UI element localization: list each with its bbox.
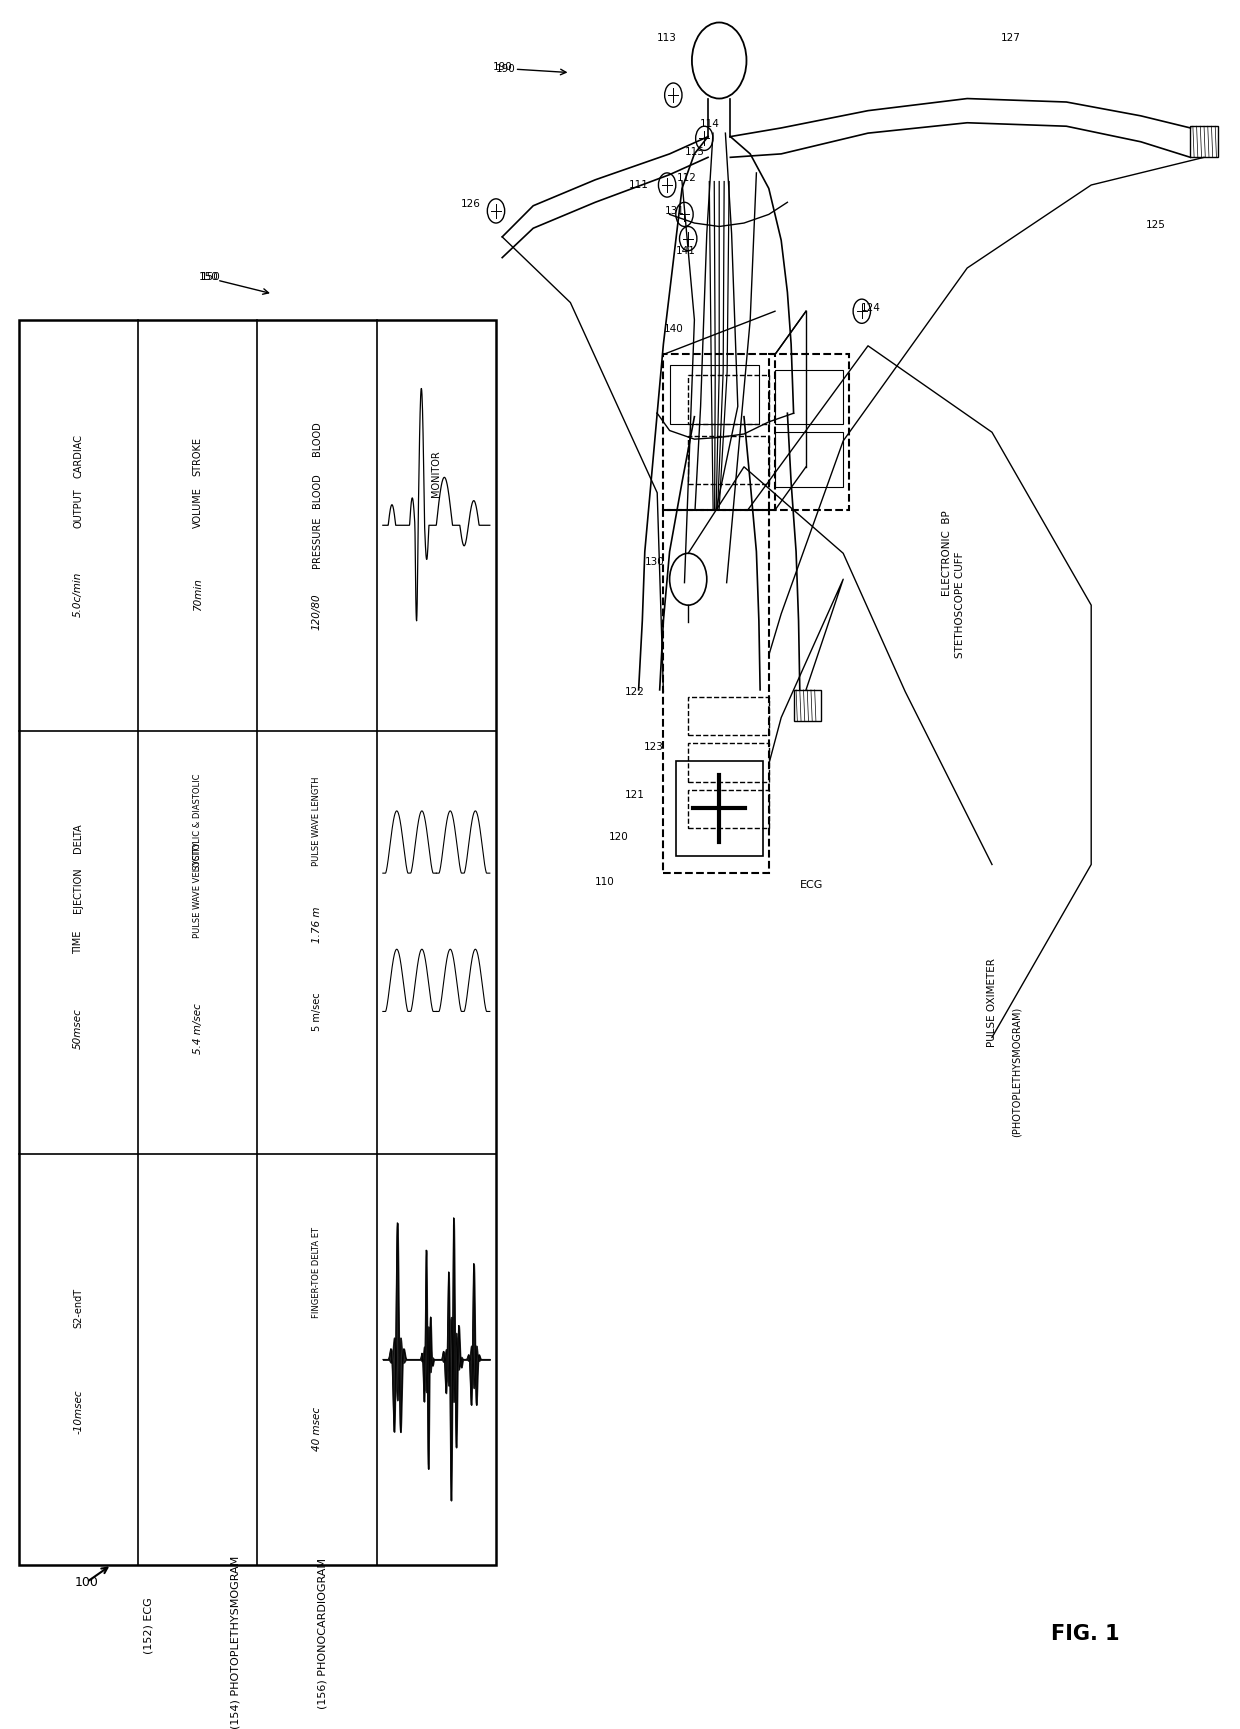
Text: (154) PHOTOPLETHYSMOGRAM: (154) PHOTOPLETHYSMOGRAM <box>231 1556 241 1729</box>
Text: EJECTION: EJECTION <box>73 868 83 913</box>
Text: 150: 150 <box>201 271 221 282</box>
Text: 150: 150 <box>198 271 218 282</box>
Text: PULSE OXIMETER: PULSE OXIMETER <box>987 958 997 1048</box>
Text: 122: 122 <box>625 686 645 697</box>
Text: 130: 130 <box>645 557 665 567</box>
Bar <box>794 690 821 721</box>
Bar <box>663 510 769 873</box>
Bar <box>688 743 769 782</box>
Text: FINGER-TOE DELTA ET: FINGER-TOE DELTA ET <box>312 1228 321 1319</box>
Text: ECG: ECG <box>800 880 823 890</box>
Text: ELECTRONIC  BP: ELECTRONIC BP <box>942 510 952 597</box>
Text: PULSE WAVE LENGTH: PULSE WAVE LENGTH <box>312 776 321 866</box>
Text: (156) PHONOCARDIOGRAM: (156) PHONOCARDIOGRAM <box>317 1558 327 1710</box>
Text: 120: 120 <box>609 832 629 842</box>
Text: 123: 123 <box>644 742 663 752</box>
Text: 124: 124 <box>861 303 880 313</box>
Text: 112: 112 <box>677 173 697 183</box>
Bar <box>676 761 763 856</box>
Bar <box>688 697 769 735</box>
Text: 125: 125 <box>1146 220 1166 230</box>
Text: DELTA: DELTA <box>73 823 83 854</box>
Text: 141: 141 <box>676 246 696 256</box>
Text: CARDIAC: CARDIAC <box>73 434 83 479</box>
Bar <box>775 370 843 425</box>
Text: 120/80: 120/80 <box>312 593 322 629</box>
Bar <box>775 432 843 488</box>
Text: 70min: 70min <box>192 577 202 610</box>
Text: 190: 190 <box>492 62 512 73</box>
Text: -10msec: -10msec <box>73 1388 83 1433</box>
Text: 114: 114 <box>699 119 719 130</box>
Text: 5.4 m/sec: 5.4 m/sec <box>192 1003 202 1055</box>
Bar <box>1190 126 1218 157</box>
Text: 127: 127 <box>1001 33 1021 43</box>
Text: MONITOR: MONITOR <box>432 450 441 496</box>
Text: STROKE: STROKE <box>192 437 202 475</box>
Bar <box>688 790 769 828</box>
Text: 115: 115 <box>684 147 704 157</box>
Bar <box>688 375 769 424</box>
Text: 126: 126 <box>461 199 481 209</box>
Text: 50msec: 50msec <box>73 1008 83 1050</box>
Text: 1.76 m: 1.76 m <box>312 906 322 944</box>
Text: OUTPUT: OUTPUT <box>73 488 83 527</box>
Text: SYSTOLIC & DIASTOLIC: SYSTOLIC & DIASTOLIC <box>193 773 202 870</box>
Text: 5 m/sec: 5 m/sec <box>312 992 322 1030</box>
Text: BLOOD: BLOOD <box>312 422 322 456</box>
Bar <box>19 320 496 1565</box>
Text: 40 msec: 40 msec <box>312 1406 322 1451</box>
Bar <box>769 354 849 510</box>
Text: (PHOTOPLETHYSMOGRAM): (PHOTOPLETHYSMOGRAM) <box>1012 1006 1022 1138</box>
Text: STETHOSCOPE CUFF: STETHOSCOPE CUFF <box>955 552 965 659</box>
Text: (152) ECG: (152) ECG <box>144 1598 154 1653</box>
Text: 131: 131 <box>665 206 684 216</box>
Text: 111: 111 <box>629 180 649 190</box>
Text: 110: 110 <box>595 877 615 887</box>
Text: 5.0c/min: 5.0c/min <box>73 572 83 617</box>
Text: BLOOD: BLOOD <box>312 474 322 508</box>
Text: TIME: TIME <box>73 930 83 954</box>
Text: S2-endT: S2-endT <box>73 1288 83 1328</box>
Text: 121: 121 <box>625 790 645 801</box>
Text: 140: 140 <box>663 323 683 334</box>
Text: FIG. 1: FIG. 1 <box>1050 1624 1120 1644</box>
Text: PULSE WAVE VELOCITY: PULSE WAVE VELOCITY <box>193 842 202 939</box>
Text: 100: 100 <box>74 1575 99 1589</box>
Text: 113: 113 <box>657 33 677 43</box>
Text: VOLUME: VOLUME <box>192 488 202 529</box>
Bar <box>663 354 775 510</box>
Bar <box>688 436 769 484</box>
Bar <box>670 365 759 425</box>
Text: 190: 190 <box>496 64 516 74</box>
Text: PRESSURE: PRESSURE <box>312 517 322 569</box>
